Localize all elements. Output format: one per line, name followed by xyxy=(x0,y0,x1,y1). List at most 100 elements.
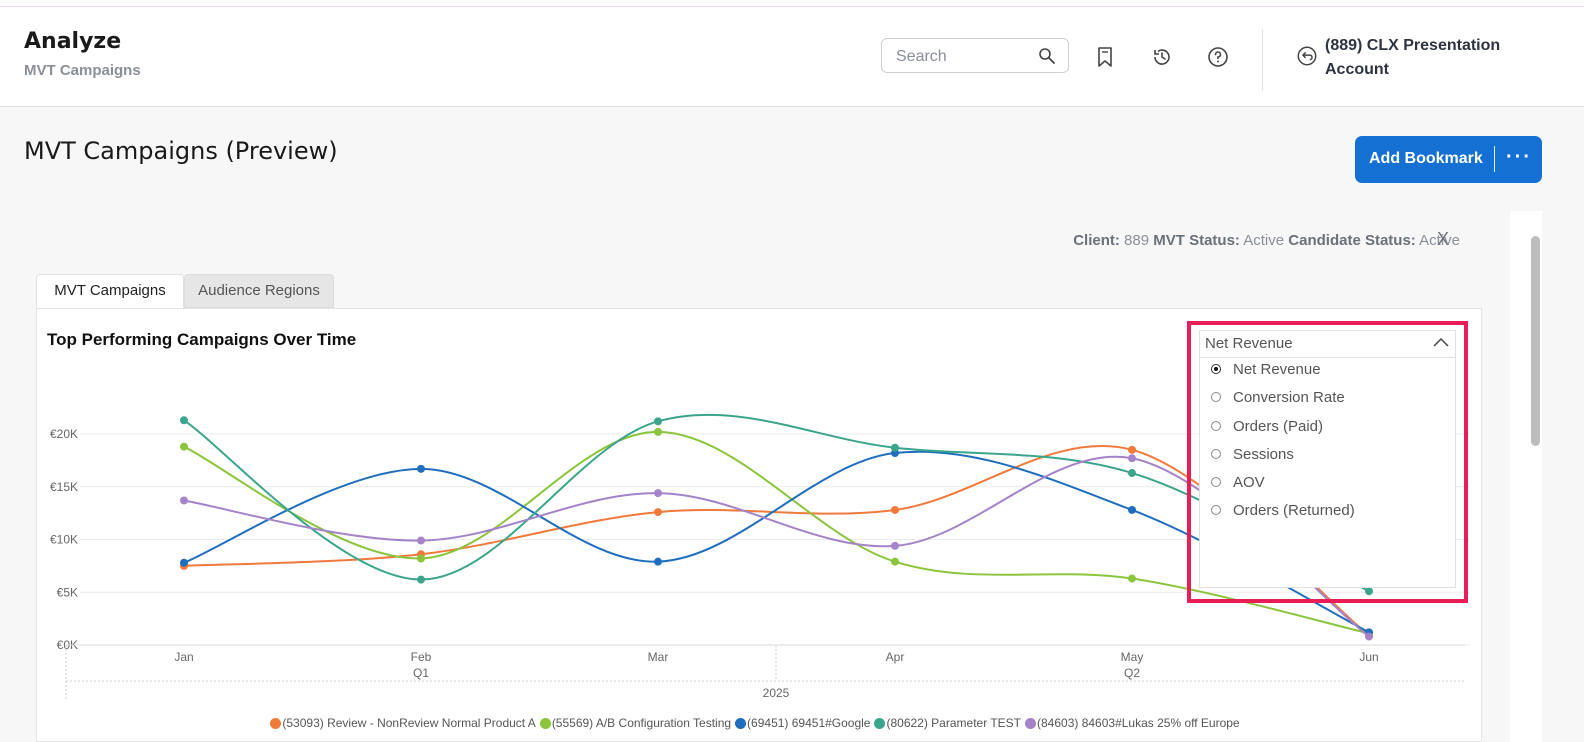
bookmark-icon[interactable] xyxy=(1093,45,1117,69)
chart-legend: (53093) Review - NonReview Normal Produc… xyxy=(0,716,1510,730)
data-point xyxy=(891,541,899,550)
candidate-status-label: Candidate Status: xyxy=(1288,232,1416,249)
data-point xyxy=(417,536,425,545)
data-point xyxy=(417,554,425,563)
add-bookmark-label[interactable]: Add Bookmark xyxy=(1369,150,1483,167)
data-point xyxy=(180,442,188,451)
metric-option-aov[interactable]: AOV xyxy=(1200,470,1455,498)
data-point xyxy=(891,443,899,452)
legend-label: (84603) 84603#Lukas 25% off Europe xyxy=(1037,716,1240,730)
legend-item[interactable]: (84603) 84603#Lukas 25% off Europe xyxy=(1025,716,1240,730)
series-line-1 xyxy=(183,444,1370,637)
chart-title: Top Performing Campaigns Over Time xyxy=(47,330,357,349)
legend-dot-icon xyxy=(874,718,886,729)
search-box[interactable] xyxy=(881,38,1069,73)
metric-option-orders-returned[interactable]: Orders (Returned) xyxy=(1200,498,1455,526)
data-point xyxy=(180,416,188,425)
search-input[interactable] xyxy=(894,46,1038,68)
x-tick-label: May xyxy=(1121,650,1144,664)
top-accent-line xyxy=(0,0,1584,7)
radio-selected-icon[interactable] xyxy=(1211,364,1221,374)
data-point xyxy=(1128,469,1136,478)
metric-option-label: Orders (Paid) xyxy=(1233,418,1324,435)
data-point xyxy=(1128,505,1136,514)
metric-dropdown[interactable]: Net Revenue Net Revenue Conversion Rate … xyxy=(1199,330,1456,588)
account-name[interactable]: (889) CLX Presentation Account xyxy=(1325,37,1501,78)
radio-icon[interactable] xyxy=(1211,505,1221,515)
x-tick-label: Feb xyxy=(411,650,432,664)
metric-option-sessions[interactable]: Sessions xyxy=(1200,442,1455,470)
add-bookmark-button[interactable]: Add Bookmark ··· xyxy=(1355,136,1542,183)
metric-selected-label: Net Revenue xyxy=(1205,335,1293,352)
radio-icon[interactable] xyxy=(1211,449,1221,459)
y-tick-label: €10K xyxy=(50,533,78,547)
metric-dropdown-toggle[interactable]: Net Revenue xyxy=(1200,331,1455,358)
data-point xyxy=(1128,574,1136,583)
help-icon[interactable] xyxy=(1206,45,1230,69)
data-point xyxy=(1128,454,1136,463)
metric-option-label: Orders (Returned) xyxy=(1233,502,1355,519)
close-filters-button[interactable]: X xyxy=(1437,229,1450,249)
app-title: Analyze xyxy=(24,29,122,54)
radio-icon[interactable] xyxy=(1211,477,1221,487)
legend-label: (69451) 69451#Google xyxy=(747,716,871,730)
x-tick-label: Mar xyxy=(648,650,669,664)
mvt-status-label: MVT Status: xyxy=(1153,232,1240,249)
legend-item[interactable]: (53093) Review - NonReview Normal Produc… xyxy=(270,716,536,730)
legend-item[interactable]: (69451) 69451#Google xyxy=(735,716,870,730)
metric-option-label: Conversion Rate xyxy=(1233,389,1345,406)
legend-item[interactable]: (80622) Parameter TEST xyxy=(874,716,1021,730)
data-point xyxy=(891,505,899,514)
search-icon[interactable] xyxy=(1038,47,1056,65)
legend-label: (80622) Parameter TEST xyxy=(886,716,1021,730)
data-point xyxy=(891,557,899,566)
series-line-3 xyxy=(183,450,1370,634)
legend-dot-icon xyxy=(735,718,747,729)
series-line-5 xyxy=(183,455,1370,638)
legend-dot-icon xyxy=(270,718,282,729)
app-subtitle: MVT Campaigns xyxy=(24,62,141,79)
metric-option-orders-paid[interactable]: Orders (Paid) xyxy=(1200,414,1455,442)
data-point xyxy=(654,427,662,436)
chevron-up-icon[interactable] xyxy=(1433,336,1449,350)
history-icon[interactable] xyxy=(1150,45,1174,69)
status-bar: Client: 889 MVT Status: Active Candidate… xyxy=(0,232,1460,249)
metric-option-net-revenue[interactable]: Net Revenue xyxy=(1200,357,1455,385)
candidate-status-value: Active xyxy=(1419,232,1460,249)
x-tick-label: Jun xyxy=(1359,650,1378,664)
legend-dot-icon xyxy=(1025,718,1036,729)
tab-mvt-campaigns[interactable]: MVT Campaigns xyxy=(36,274,184,308)
header-divider xyxy=(1262,29,1263,91)
app-header: Analyze MVT Campaigns (889) CLX Presenta… xyxy=(0,7,1584,107)
data-point xyxy=(654,417,662,426)
more-options-button[interactable]: ··· xyxy=(1506,146,1532,168)
metric-option-label: Sessions xyxy=(1233,446,1294,463)
switch-account-icon[interactable] xyxy=(1296,45,1318,67)
radio-icon[interactable] xyxy=(1211,392,1221,402)
legend-label: (53093) Review - NonReview Normal Produc… xyxy=(282,716,536,730)
legend-label: (55569) A/B Configuration Testing xyxy=(551,716,732,730)
series-line-2 xyxy=(183,430,1370,635)
data-point xyxy=(654,508,662,517)
x-tick-label: Apr xyxy=(886,650,905,664)
tab-audience-regions[interactable]: Audience Regions xyxy=(184,274,334,308)
year-label: 2025 xyxy=(763,686,790,700)
data-point xyxy=(1128,445,1136,454)
data-point xyxy=(180,496,188,505)
radio-icon[interactable] xyxy=(1211,421,1221,431)
data-point xyxy=(180,558,188,567)
data-point xyxy=(417,575,425,584)
button-divider xyxy=(1494,146,1495,172)
x-tick-label: Jan xyxy=(174,650,193,664)
scrollbar-thumb[interactable] xyxy=(1531,236,1540,446)
quarter-label: Q1 xyxy=(413,666,429,680)
metric-option-label: Net Revenue xyxy=(1233,361,1321,378)
y-tick-label: €15K xyxy=(50,480,78,494)
legend-item[interactable]: (55569) A/B Configuration Testing xyxy=(539,716,732,730)
metric-option-conversion-rate[interactable]: Conversion Rate xyxy=(1200,385,1455,413)
page-title: MVT Campaigns (Preview) xyxy=(24,137,338,165)
data-point xyxy=(1365,587,1373,596)
data-point xyxy=(654,489,662,498)
data-point xyxy=(1365,632,1373,641)
client-label: Client: xyxy=(1073,232,1120,249)
